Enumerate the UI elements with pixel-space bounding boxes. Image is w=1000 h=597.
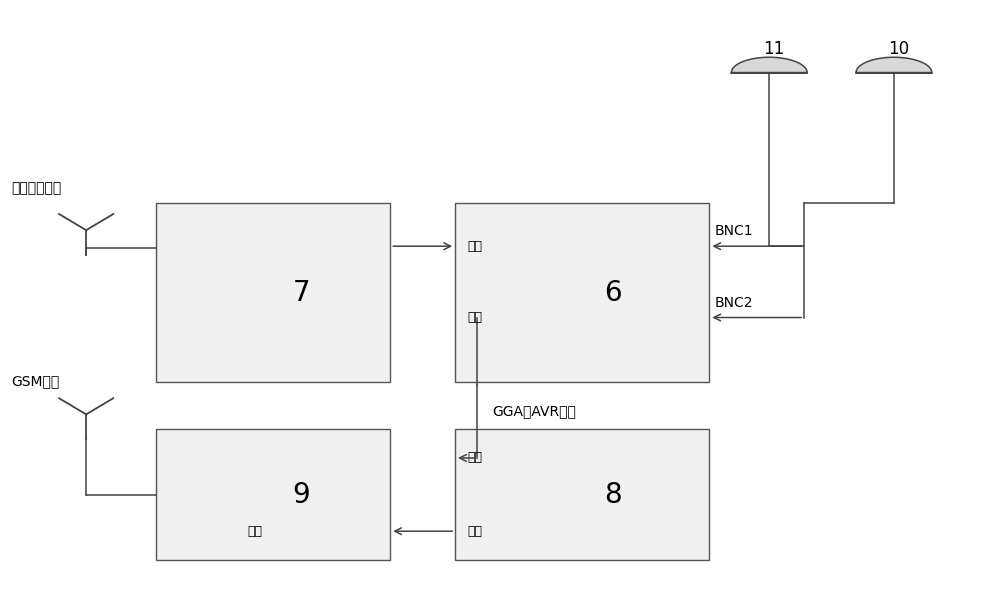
- Text: 7: 7: [292, 279, 310, 306]
- Text: 串口: 串口: [467, 311, 482, 324]
- Polygon shape: [856, 57, 932, 73]
- Text: 10: 10: [888, 40, 909, 58]
- Text: 数传电台天线: 数传电台天线: [11, 181, 62, 196]
- Text: 11: 11: [764, 40, 785, 58]
- Text: GSM天线: GSM天线: [11, 375, 60, 389]
- Text: 串口: 串口: [467, 451, 482, 464]
- Bar: [455, 204, 709, 381]
- Text: 串口: 串口: [467, 525, 482, 538]
- Text: 6: 6: [604, 279, 622, 306]
- Text: 9: 9: [292, 481, 310, 509]
- Text: GGA、AVR信息: GGA、AVR信息: [492, 404, 576, 418]
- Text: 8: 8: [604, 481, 622, 509]
- Bar: [156, 429, 390, 560]
- Text: 串口: 串口: [247, 525, 262, 538]
- Polygon shape: [731, 57, 807, 73]
- Text: BNC1: BNC1: [714, 224, 753, 238]
- Text: BNC2: BNC2: [714, 296, 753, 310]
- Text: 串口: 串口: [467, 240, 482, 253]
- Bar: [156, 204, 390, 381]
- Bar: [455, 429, 709, 560]
